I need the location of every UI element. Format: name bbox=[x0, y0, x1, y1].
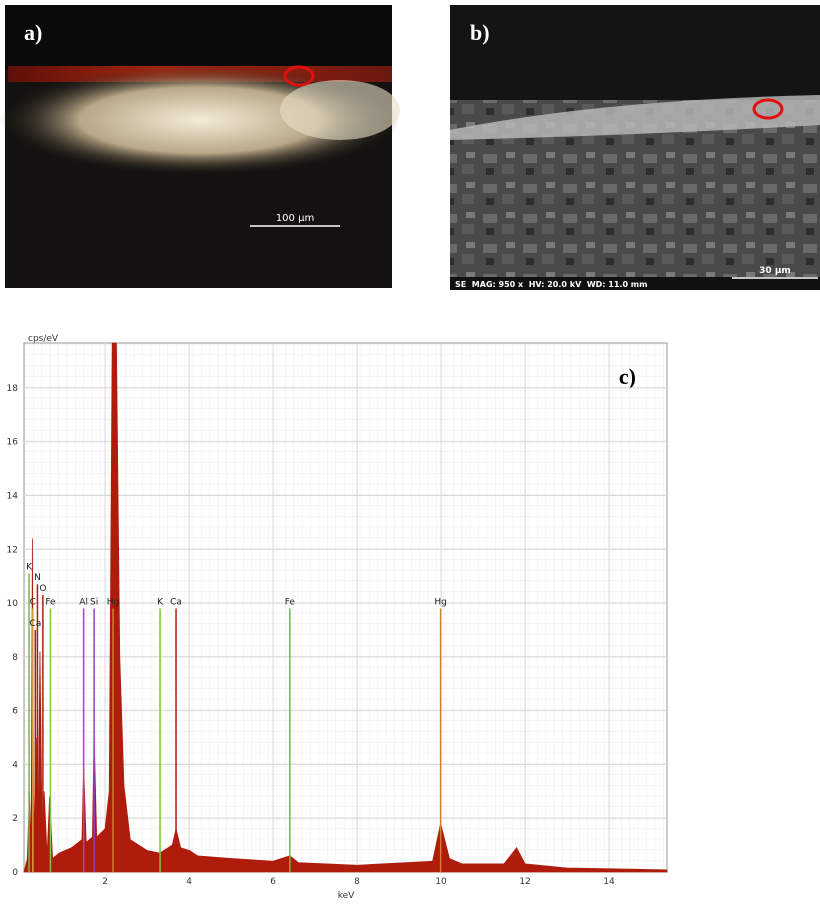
element-label: Hg bbox=[107, 597, 119, 607]
panel-b: b) 30 µm SE MAG: 950 x HV: 20.0 kV WD: 1… bbox=[450, 5, 820, 290]
element-label: Ca bbox=[29, 619, 41, 629]
x-tick-label: 12 bbox=[519, 877, 530, 887]
x-tick-label: 6 bbox=[270, 877, 276, 887]
x-tick-label: 2 bbox=[102, 877, 108, 887]
x-tick-label: 8 bbox=[354, 877, 360, 887]
y-tick-label: 0 bbox=[12, 868, 18, 878]
element-label: Fe bbox=[285, 597, 296, 607]
paint-layer bbox=[450, 95, 820, 140]
x-tick-label: 4 bbox=[186, 877, 192, 887]
highlight-circle bbox=[283, 65, 315, 87]
ground-layer bbox=[280, 80, 400, 140]
y-tick-label: 16 bbox=[7, 438, 19, 448]
element-label: Fe bbox=[45, 597, 56, 607]
spectrum-area bbox=[23, 342, 668, 873]
y-tick-label: 10 bbox=[7, 599, 19, 609]
element-label: N bbox=[34, 573, 41, 583]
scale-bar-label: 30 µm bbox=[759, 266, 791, 276]
embedding-resin bbox=[450, 5, 820, 100]
y-tick-label: 6 bbox=[12, 707, 18, 717]
panel-a: a) 100 µm bbox=[0, 5, 400, 288]
y-tick-label: 8 bbox=[12, 653, 18, 663]
element-label: Hg bbox=[434, 597, 446, 607]
y-tick-label: 4 bbox=[12, 760, 18, 770]
element-label: Al bbox=[79, 597, 88, 607]
y-tick-label: 2 bbox=[12, 814, 18, 824]
highlight-circle bbox=[752, 98, 784, 120]
spectrum-chart: cps/eV keV c) 0 2 4 6 8 10 12 14 16 18 2 4 6 8 10 12 14 K… bbox=[7, 334, 668, 901]
scale-bar-label: 100 µm bbox=[276, 213, 314, 224]
element-label: Si bbox=[90, 597, 98, 607]
background bbox=[5, 5, 392, 70]
y-tick-label: 12 bbox=[7, 545, 18, 555]
element-label: O bbox=[39, 584, 46, 594]
element-label: K bbox=[157, 597, 164, 607]
element-label: K bbox=[26, 562, 33, 572]
minor-grid bbox=[24, 343, 667, 872]
panel-label: b) bbox=[470, 20, 490, 45]
sem-info: SE MAG: 950 x HV: 20.0 kV WD: 11.0 mm bbox=[455, 280, 647, 289]
element-label: C bbox=[30, 597, 36, 607]
y-tick-label: 18 bbox=[7, 384, 19, 394]
x-tick-label: 10 bbox=[435, 877, 447, 887]
info-bar bbox=[450, 277, 820, 290]
element-label: Ca bbox=[170, 597, 182, 607]
x-axis-label: keV bbox=[338, 891, 355, 901]
y-axis-label: cps/eV bbox=[28, 334, 59, 344]
panel-label: a) bbox=[24, 20, 42, 45]
panel-label: c) bbox=[619, 364, 636, 389]
y-tick-label: 14 bbox=[7, 491, 19, 501]
x-tick-label: 14 bbox=[603, 877, 615, 887]
